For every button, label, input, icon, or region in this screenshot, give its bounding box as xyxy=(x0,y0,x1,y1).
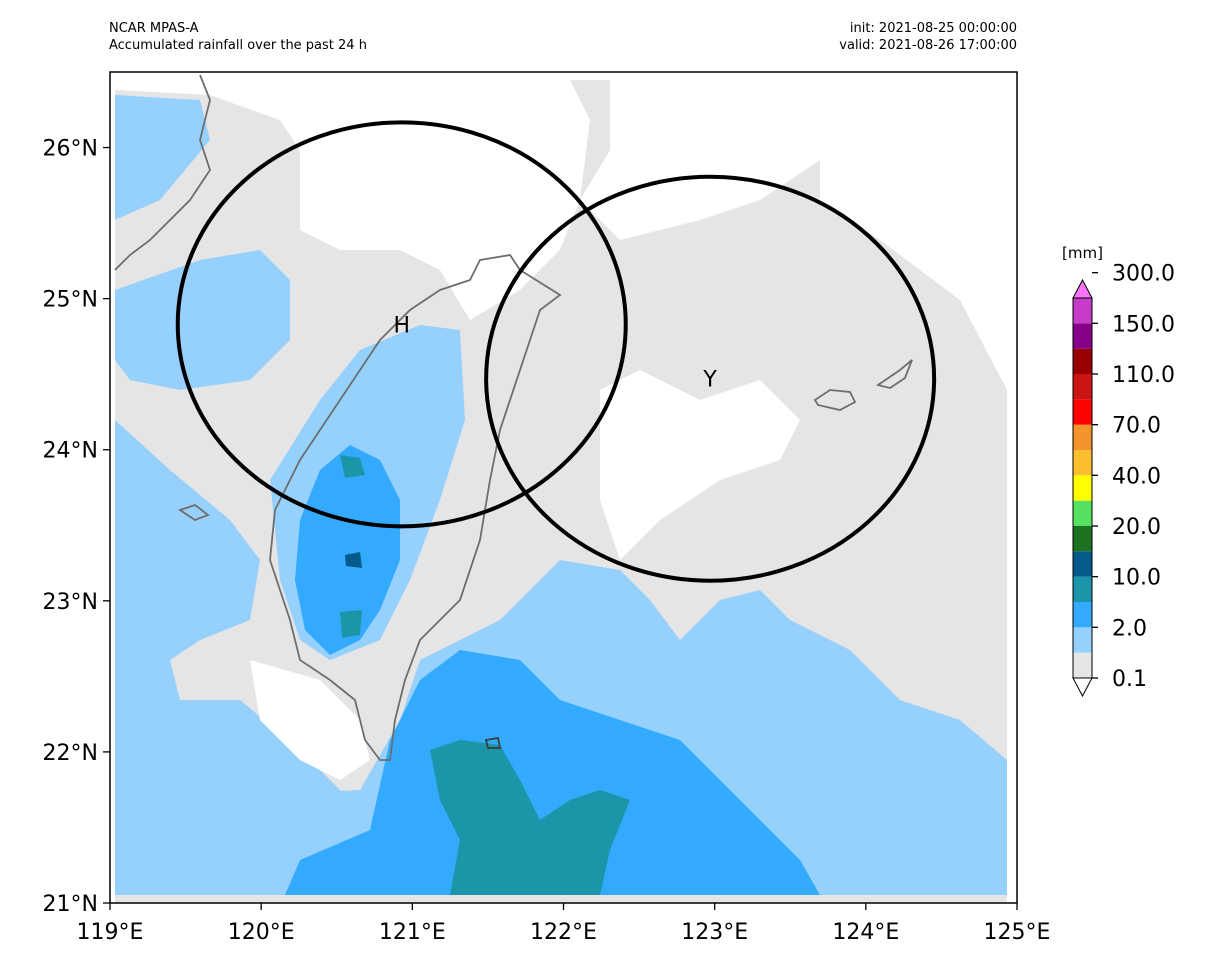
colorbar-tick-label: 0.1 xyxy=(1112,667,1147,692)
colorbar-tick-label: 40.0 xyxy=(1112,464,1161,489)
colorbar-tick-label: 150.0 xyxy=(1112,312,1175,337)
x-tick-label: 121°E xyxy=(379,920,446,945)
colorbar-bin xyxy=(1073,500,1092,526)
colorbar-bin xyxy=(1073,374,1092,400)
rain-band-dark-blue-spot xyxy=(345,552,362,568)
x-tick-label: 124°E xyxy=(832,920,899,945)
colorbar-bin xyxy=(1073,602,1092,628)
colorbar-bin xyxy=(1073,576,1092,602)
colorbar-extend-max xyxy=(1072,278,1093,299)
init-time: init: 2021-08-25 00:00:00 xyxy=(849,21,1017,36)
y-axis-ticks: 21°N 22°N 23°N 24°N 25°N 26°N xyxy=(43,137,110,917)
rain-band-lightblue-west xyxy=(115,420,340,800)
colorbar-tick-label: 20.0 xyxy=(1112,515,1161,540)
colorbar-bin xyxy=(1073,526,1092,552)
colorbar-tick-label: 2.0 xyxy=(1112,616,1147,641)
y-tick-label: 25°N xyxy=(43,288,98,313)
rain-band-white-east xyxy=(600,370,800,560)
taiwan-coastline xyxy=(269,254,562,761)
header-left: NCAR MPAS-A Accumulated rainfall over th… xyxy=(109,20,367,54)
colorbar-bin xyxy=(1073,298,1092,324)
colorbar-extend-min xyxy=(1072,677,1093,698)
x-tick-label: 119°E xyxy=(77,920,144,945)
colorbar-bin xyxy=(1073,551,1092,577)
colorbar-bin xyxy=(1073,450,1092,476)
rain-band-teal-south xyxy=(430,740,630,895)
x-tick-label: 125°E xyxy=(984,920,1051,945)
colorbar: [mm] 0.1 2.0 10.0 20.0 40.0 70.0 110.0 150.0 300.… xyxy=(1062,244,1175,698)
colorbar-bin xyxy=(1073,323,1092,349)
header-right: init: 2021-08-25 00:00:00 valid: 2021-08… xyxy=(700,20,1017,54)
range-circle xyxy=(484,174,937,583)
rain-band-lightblue-taiwan-north xyxy=(115,250,290,390)
y-tick-label: 24°N xyxy=(43,439,98,464)
rain-band-lightblue-northwest xyxy=(115,95,210,220)
y-tick-label: 26°N xyxy=(43,137,98,162)
colorbar-unit: [mm] xyxy=(1062,244,1103,262)
rain-band-blue-south xyxy=(285,650,820,895)
rain-band-blue-central xyxy=(295,445,400,655)
colorbar-frame xyxy=(1072,297,1093,679)
china-coastline xyxy=(114,74,211,271)
field-description: Accumulated rainfall over the past 24 h xyxy=(109,38,367,53)
x-tick-label: 122°E xyxy=(530,920,597,945)
colorbar-bin xyxy=(1073,424,1092,450)
island-coastline-east-2 xyxy=(875,359,913,389)
circle-label: Y xyxy=(702,368,717,393)
rainfall-field xyxy=(110,72,1017,903)
colorbar-bin xyxy=(1073,475,1092,501)
y-tick-label: 21°N xyxy=(43,892,98,917)
x-tick-label: 120°E xyxy=(228,920,295,945)
island-coastline-east-1 xyxy=(813,389,857,411)
colorbar-bin xyxy=(1073,652,1092,678)
colorbar-bin xyxy=(1073,627,1092,653)
rain-band-teal-central xyxy=(340,455,365,638)
colorbar-tick-label: 300.0 xyxy=(1112,262,1175,287)
range-circle xyxy=(175,120,628,529)
x-axis-ticks: 119°E 120°E 121°E 122°E 123°E 124°E 125°E xyxy=(77,903,1051,945)
colorbar-tick-label: 10.0 xyxy=(1112,566,1161,591)
model-name: NCAR MPAS-A xyxy=(109,21,199,36)
rain-band-white-sw xyxy=(250,660,370,780)
colorbar-tick-label: 70.0 xyxy=(1112,414,1161,439)
valid-time: valid: 2021-08-26 17:00:00 xyxy=(839,38,1017,53)
x-tick-label: 123°E xyxy=(681,920,748,945)
y-tick-label: 23°N xyxy=(43,590,98,615)
colorbar-tick-label: 110.0 xyxy=(1112,363,1175,388)
colorbar-bin xyxy=(1073,399,1092,425)
island-coastline-penghu xyxy=(177,503,210,522)
y-tick-label: 22°N xyxy=(43,741,98,766)
circle-label: H xyxy=(393,313,410,338)
circles-layer: HY xyxy=(175,120,937,583)
island-coastline-lanyu xyxy=(484,736,502,749)
colorbar-bin xyxy=(1073,348,1092,374)
